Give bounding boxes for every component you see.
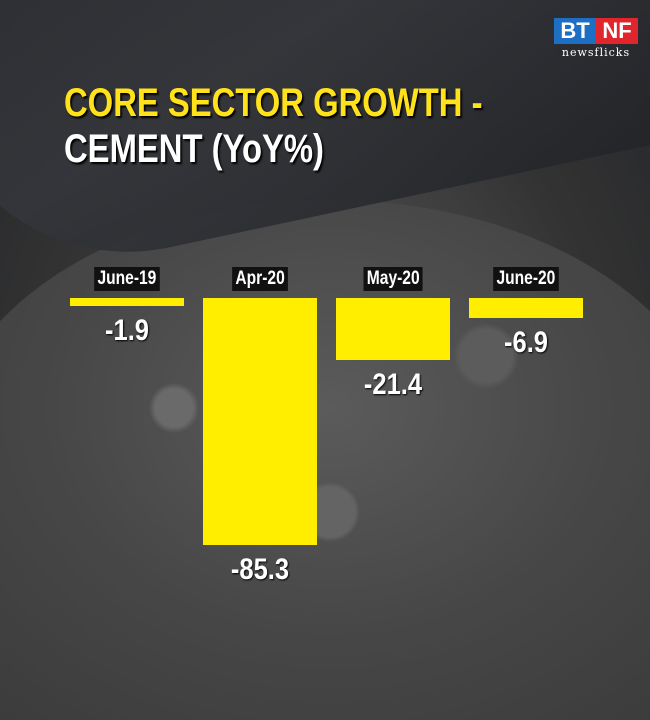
chart-title: CORE SECTOR GROWTH - CEMENT (YoY%) [64,80,483,172]
logo-nf: NF [596,18,638,44]
bar [70,298,184,306]
title-line-2: CEMENT (YoY%) [64,127,324,171]
bar [469,298,583,318]
value-label: -1.9 [105,314,149,347]
category-label: Apr-20 [232,267,289,291]
bar [203,298,317,545]
bar [336,298,450,360]
category-label: May-20 [363,267,423,291]
value-label: -85.3 [230,553,290,586]
brand-logo: BT NF newsflicks [554,18,638,66]
logo-subtitle: newsflicks [561,46,631,59]
value-label: -6.9 [504,325,548,359]
title-line-1: CORE SECTOR GROWTH - [64,81,483,125]
category-label: June-19 [94,267,160,291]
logo-bt: BT [554,18,596,44]
value-label: -21.4 [363,367,423,401]
category-label: June-20 [493,267,559,291]
